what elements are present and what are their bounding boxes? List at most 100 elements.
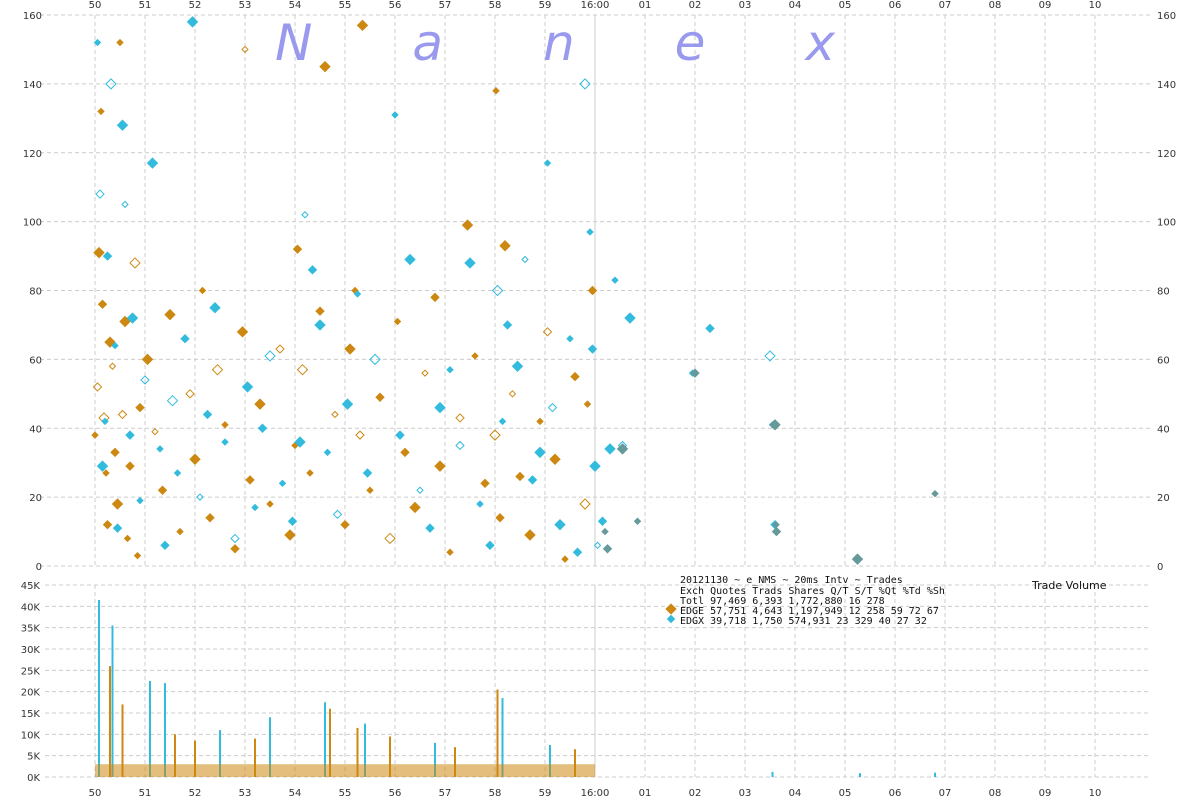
edgx-trade-point	[160, 540, 170, 551]
y-tick-label-right: 0	[1157, 562, 1163, 573]
volume-tick-label: 15K	[21, 709, 41, 720]
edgx-trade-point	[180, 334, 190, 344]
edge-trade-point	[319, 60, 331, 73]
edge-trade-point	[524, 529, 536, 541]
bottom-x-tick-label: 54	[289, 788, 302, 799]
edgx-trade-point	[476, 500, 484, 508]
volume-spike	[269, 717, 271, 777]
top-x-tick-label: 16:00	[581, 0, 610, 11]
edgx-trade-point	[105, 78, 117, 90]
top-x-tick-label: 06	[889, 0, 902, 11]
edgx-trade-point	[369, 353, 381, 366]
edge-trade-point	[384, 532, 396, 545]
edgx-trade-point	[586, 228, 594, 236]
edgx-trade-point	[464, 257, 476, 269]
edgx-trade-point	[121, 200, 129, 209]
combined-trade-point	[601, 527, 609, 536]
volume-spike	[389, 736, 391, 777]
edgx-trade-point	[395, 430, 405, 440]
edge-trade-point	[102, 519, 113, 530]
edge-trade-point	[583, 400, 592, 408]
edgx-trade-point	[404, 253, 416, 266]
legend-columns: Exch Quotes Trads Shares Q/T S/T %Qt %Td…	[680, 586, 945, 597]
volume-spike	[574, 749, 576, 777]
bottom-x-tick-label: 10	[1089, 788, 1102, 799]
legend: 20121130 ~ e_NMS ~ 20ms Intv ~ Trades Ex…	[665, 575, 1107, 627]
edgx-trade-point	[196, 493, 204, 501]
scatter-grid	[40, 14, 1150, 567]
edge-trade-point	[164, 308, 176, 321]
bottom-x-tick-label: 01	[639, 788, 652, 799]
top-x-tick-label: 09	[1039, 0, 1052, 11]
edgx-trade-point	[527, 475, 538, 485]
bottom-x-tick-label: 02	[689, 788, 702, 799]
edgx-trade-point	[278, 479, 287, 488]
edgx-trade-point	[294, 436, 306, 448]
legend-edge-marker	[665, 603, 677, 615]
top-x-tick-label: 05	[839, 0, 852, 11]
edge-trade-point	[340, 519, 350, 530]
volume-spike	[149, 681, 151, 777]
volume-spike	[434, 742, 436, 777]
edge-trade-point	[579, 498, 591, 510]
edgx-trade-point	[314, 319, 326, 331]
y-tick-label-left: 100	[23, 218, 42, 229]
edgx-trade-point	[611, 276, 619, 284]
volume-spike	[109, 666, 111, 777]
bottom-x-tick-label: 07	[939, 788, 952, 799]
edgx-trade-point	[502, 320, 513, 330]
volume-spike	[121, 704, 124, 777]
edge-trade-point	[446, 548, 454, 556]
edgx-trade-point	[126, 312, 139, 324]
edgx-trade-point	[587, 344, 598, 354]
edge-trade-point	[306, 469, 314, 477]
edgx-trade-point	[511, 360, 524, 372]
edge-trade-point	[119, 315, 131, 328]
edge-trade-point	[315, 306, 325, 316]
edge-trade-point	[129, 257, 141, 269]
edge-trade-point	[102, 469, 110, 477]
combined-trade-point	[769, 419, 781, 431]
edgx-trade-point	[446, 365, 454, 374]
edge-trade-point	[421, 369, 429, 377]
y-tick-label-left: 140	[23, 80, 42, 91]
edgx-trade-point	[362, 468, 373, 478]
edge-trade-point	[480, 478, 490, 489]
edge-trade-point	[111, 498, 124, 510]
edge-trade-point	[123, 534, 132, 543]
edgx-trade-point	[111, 341, 119, 350]
edge-trade-point	[508, 390, 517, 398]
bottom-x-tick-label: 50	[89, 788, 102, 799]
bottom-x-tick-label: 57	[439, 788, 452, 799]
edge-trade-point	[211, 363, 224, 376]
edgx-trade-point	[96, 460, 109, 472]
edge-trade-point	[570, 371, 580, 382]
edgx-trade-point	[146, 157, 159, 169]
edgx-trade-point	[287, 516, 298, 526]
y-tick-label-left: 40	[29, 424, 42, 435]
volume-spike	[329, 708, 331, 777]
edge-trade-point	[366, 486, 374, 494]
volume-tick-label: 0K	[27, 773, 40, 784]
y-tick-label-left: 80	[29, 287, 42, 298]
y-ticks-left: 0 20 40 60 80 100 120 140 160	[23, 11, 42, 573]
edgx-trade-point	[764, 350, 776, 362]
edgx-trade-point	[307, 265, 318, 275]
edge-trade-point	[356, 19, 369, 32]
volume-spike	[454, 747, 456, 777]
edge-trade-point	[176, 527, 184, 536]
bottom-x-tick-label: 08	[989, 788, 1002, 799]
volume-tick-label: 5K	[27, 752, 40, 763]
edge-trade-point	[236, 326, 249, 338]
volume-tick-label: 45K	[21, 581, 41, 592]
edge-trade-point	[221, 421, 229, 429]
bottom-x-tick-label: 52	[189, 788, 202, 799]
edgx-trade-point	[257, 423, 268, 433]
edge-trade-point	[198, 286, 207, 295]
volume-tick-label: 40K	[21, 602, 41, 613]
volume-chart-title: Trade Volume	[1031, 579, 1107, 592]
edgx-trade-point	[566, 335, 574, 343]
edgx-trade-point	[156, 445, 164, 453]
combined-trade-point	[851, 553, 864, 565]
edgx-trade-point	[543, 159, 552, 167]
